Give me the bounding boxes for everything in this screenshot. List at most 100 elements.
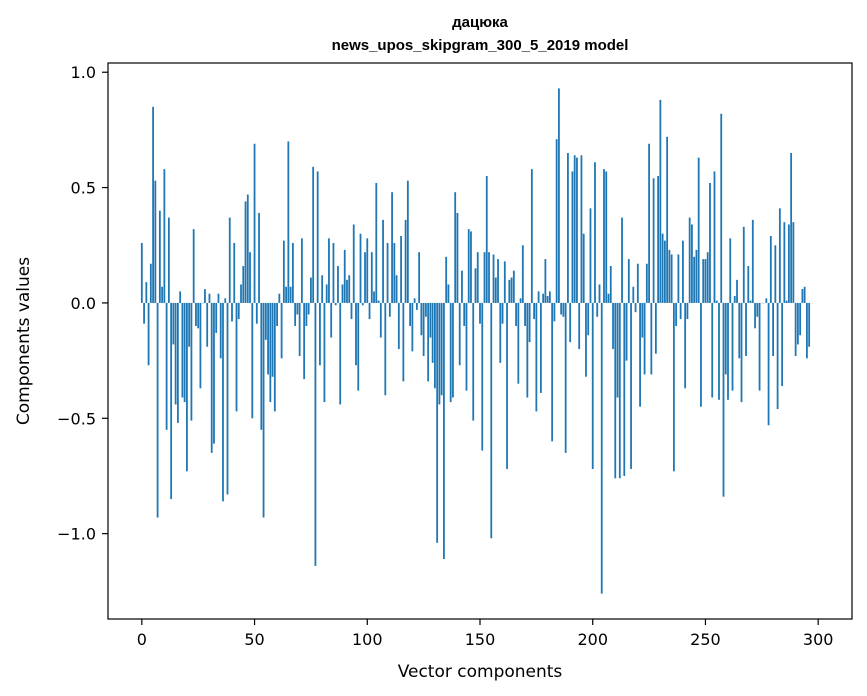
bar xyxy=(287,141,290,303)
bar xyxy=(402,302,405,382)
bar xyxy=(675,302,678,326)
bar xyxy=(778,208,781,303)
bar xyxy=(181,302,184,398)
bar xyxy=(424,302,427,317)
bar xyxy=(792,222,795,303)
bar xyxy=(576,157,578,303)
bar xyxy=(188,302,191,347)
bar xyxy=(564,302,567,453)
bar xyxy=(377,300,380,303)
bar xyxy=(140,242,143,303)
bar xyxy=(774,245,777,303)
bar xyxy=(806,302,808,359)
bar xyxy=(636,263,639,303)
bar xyxy=(488,252,490,303)
bar xyxy=(422,302,425,356)
bar xyxy=(149,263,152,303)
bar xyxy=(645,263,648,303)
bar xyxy=(727,302,729,400)
bar xyxy=(634,302,637,313)
bar xyxy=(765,298,768,303)
bar xyxy=(264,302,267,340)
bar xyxy=(323,302,326,403)
y-tick-label: −0.5 xyxy=(57,409,96,428)
x-tick-label: 150 xyxy=(465,630,496,649)
bar xyxy=(228,217,231,303)
bar xyxy=(388,302,391,317)
bar xyxy=(204,289,206,303)
bar xyxy=(406,180,409,303)
bar xyxy=(643,302,646,375)
bar xyxy=(535,302,538,412)
bar xyxy=(368,302,371,320)
bar xyxy=(296,302,299,315)
bar xyxy=(443,302,445,560)
bar xyxy=(436,302,439,543)
bar xyxy=(747,266,750,303)
bar xyxy=(382,219,384,303)
bar xyxy=(429,302,432,338)
bar xyxy=(397,302,400,350)
bar xyxy=(312,166,315,303)
bar xyxy=(231,302,233,322)
bar xyxy=(796,302,799,345)
bar xyxy=(787,224,790,303)
bar xyxy=(434,302,436,389)
bar xyxy=(560,302,563,315)
bar xyxy=(745,302,747,356)
bar xyxy=(174,302,177,405)
bar xyxy=(282,240,285,303)
bar xyxy=(289,286,292,303)
bar xyxy=(736,279,738,303)
bar xyxy=(661,233,664,303)
bar xyxy=(411,302,414,352)
bar xyxy=(501,302,504,324)
bar xyxy=(258,212,260,303)
x-tick-label: 100 xyxy=(352,630,383,649)
bar xyxy=(445,256,448,303)
bar xyxy=(179,291,182,303)
bar xyxy=(465,302,468,391)
bar xyxy=(285,286,288,303)
bar xyxy=(553,302,556,322)
bar xyxy=(226,302,229,495)
bar xyxy=(145,282,148,303)
bar xyxy=(262,302,265,518)
bar xyxy=(508,279,511,303)
bar xyxy=(348,275,351,303)
bar xyxy=(346,279,348,303)
bar xyxy=(605,171,608,303)
bar xyxy=(143,302,145,324)
bar xyxy=(316,171,319,303)
bar xyxy=(366,238,369,303)
bar xyxy=(224,298,227,303)
y-tick-label: −1.0 xyxy=(57,525,96,544)
bar xyxy=(359,233,362,303)
bar xyxy=(233,242,236,303)
bar xyxy=(621,217,623,303)
bar xyxy=(303,302,306,380)
bar xyxy=(278,293,281,303)
bar xyxy=(472,302,475,421)
bar xyxy=(400,236,402,303)
bar xyxy=(152,106,154,303)
x-tick-label: 300 xyxy=(803,630,834,649)
bar xyxy=(375,182,378,303)
bar xyxy=(573,155,576,303)
bar xyxy=(242,266,245,303)
bar xyxy=(515,302,517,326)
y-tick-label: 1.0 xyxy=(71,63,96,82)
bar xyxy=(237,302,240,320)
bar xyxy=(756,302,759,317)
bar xyxy=(733,296,736,303)
bar xyxy=(650,302,653,375)
bar xyxy=(271,302,274,377)
bar xyxy=(749,300,752,303)
bar xyxy=(199,302,202,389)
y-tick-label: 0.0 xyxy=(71,294,96,313)
bar xyxy=(280,302,283,359)
bar xyxy=(530,169,533,303)
bar xyxy=(440,302,443,396)
bar xyxy=(393,242,396,303)
bar xyxy=(213,302,215,444)
